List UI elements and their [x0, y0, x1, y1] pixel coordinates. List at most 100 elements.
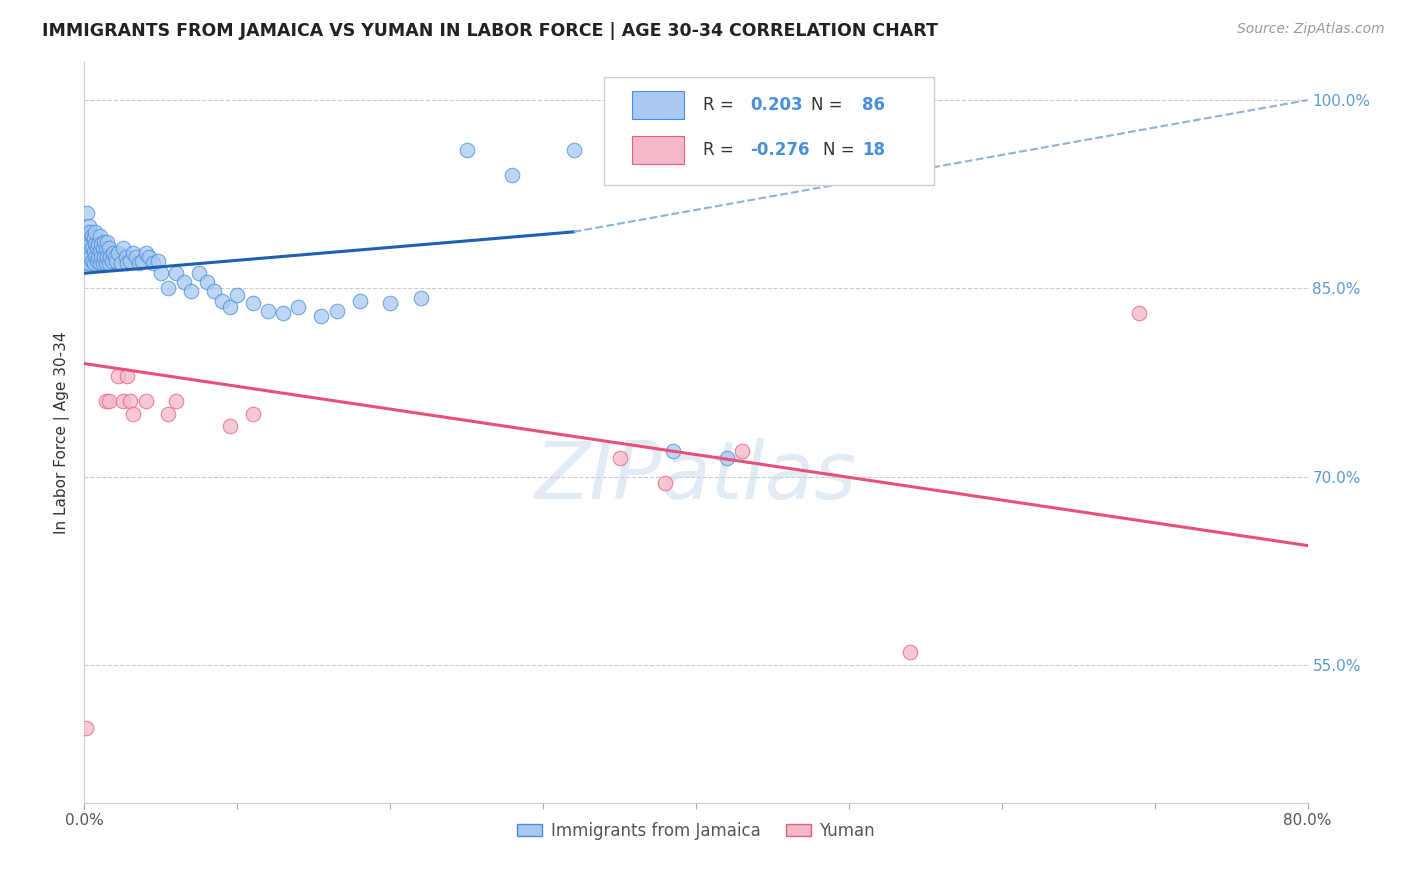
Point [75, 721, 97, 735]
Point [107, 369, 129, 384]
Point [218, 300, 240, 314]
Point [97, 241, 120, 255]
Text: 86: 86 [862, 96, 886, 114]
Point [122, 246, 145, 260]
Point [90, 237, 112, 252]
Text: 0.203: 0.203 [749, 96, 803, 114]
Point [456, 143, 478, 157]
Point [157, 407, 180, 421]
Point [86, 253, 108, 268]
Point [84, 250, 107, 264]
Point [211, 293, 233, 308]
Point [157, 281, 180, 295]
Point [103, 246, 125, 260]
Text: Source: ZipAtlas.com: Source: ZipAtlas.com [1237, 22, 1385, 37]
Point [165, 394, 187, 409]
Point [89, 256, 111, 270]
FancyBboxPatch shape [633, 91, 683, 120]
Point [138, 250, 160, 264]
Point [409, 291, 432, 305]
Point [97, 394, 120, 409]
Y-axis label: In Labor Force | Age 30-34: In Labor Force | Age 30-34 [55, 331, 70, 534]
Point [79, 250, 101, 264]
Point [83, 244, 105, 258]
Point [77, 256, 100, 270]
Point [111, 394, 134, 409]
Text: -0.276: -0.276 [749, 141, 810, 159]
FancyBboxPatch shape [633, 136, 683, 164]
Point [115, 256, 138, 270]
Point [91, 241, 114, 255]
Point [80, 241, 103, 255]
Point [94, 394, 117, 409]
Point [380, 296, 402, 310]
Point [135, 394, 157, 409]
Point [716, 450, 738, 465]
Point [125, 250, 148, 264]
Point [93, 250, 115, 264]
Point [257, 304, 280, 318]
Point [83, 256, 105, 270]
Point [80, 228, 103, 243]
Point [111, 241, 134, 255]
Point [96, 235, 118, 249]
Point [165, 266, 187, 280]
Point [146, 253, 169, 268]
Point [87, 237, 110, 252]
Point [271, 306, 294, 320]
Point [94, 256, 117, 270]
Point [75, 237, 97, 252]
Point [122, 407, 145, 421]
Point [96, 250, 118, 264]
Text: R =: R = [703, 141, 740, 159]
Point [898, 645, 921, 659]
Point [662, 444, 685, 458]
Point [311, 309, 333, 323]
Point [101, 253, 124, 268]
Point [79, 237, 101, 252]
Point [562, 143, 585, 157]
Point [86, 241, 108, 255]
Point [242, 407, 264, 421]
Point [325, 304, 347, 318]
Point [654, 475, 676, 490]
Point [115, 369, 138, 384]
Point [94, 241, 117, 255]
Point [128, 256, 150, 270]
Point [218, 419, 240, 434]
Point [84, 237, 107, 252]
Point [149, 266, 172, 280]
Point [90, 250, 112, 264]
Point [77, 219, 100, 233]
Point [502, 169, 524, 183]
Point [120, 394, 142, 409]
Point [131, 253, 153, 268]
Point [180, 284, 202, 298]
Point [242, 296, 264, 310]
Point [188, 266, 211, 280]
Point [89, 228, 111, 243]
Point [195, 275, 218, 289]
Point [107, 246, 129, 260]
Point [84, 225, 107, 239]
Point [89, 244, 111, 258]
Point [97, 256, 120, 270]
Text: N =: N = [823, 141, 860, 159]
FancyBboxPatch shape [605, 78, 935, 185]
Point [142, 256, 165, 270]
Point [110, 256, 132, 270]
Point [114, 250, 136, 264]
Point [349, 293, 371, 308]
Text: R =: R = [703, 96, 740, 114]
Point [77, 231, 100, 245]
Point [91, 256, 114, 270]
Point [173, 275, 195, 289]
Point [87, 250, 110, 264]
Text: N =: N = [811, 96, 848, 114]
Point [609, 450, 631, 465]
Legend: Immigrants from Jamaica, Yuman: Immigrants from Jamaica, Yuman [510, 815, 882, 847]
Point [226, 287, 249, 301]
Text: 18: 18 [862, 141, 886, 159]
Point [93, 235, 115, 249]
Point [98, 250, 121, 264]
